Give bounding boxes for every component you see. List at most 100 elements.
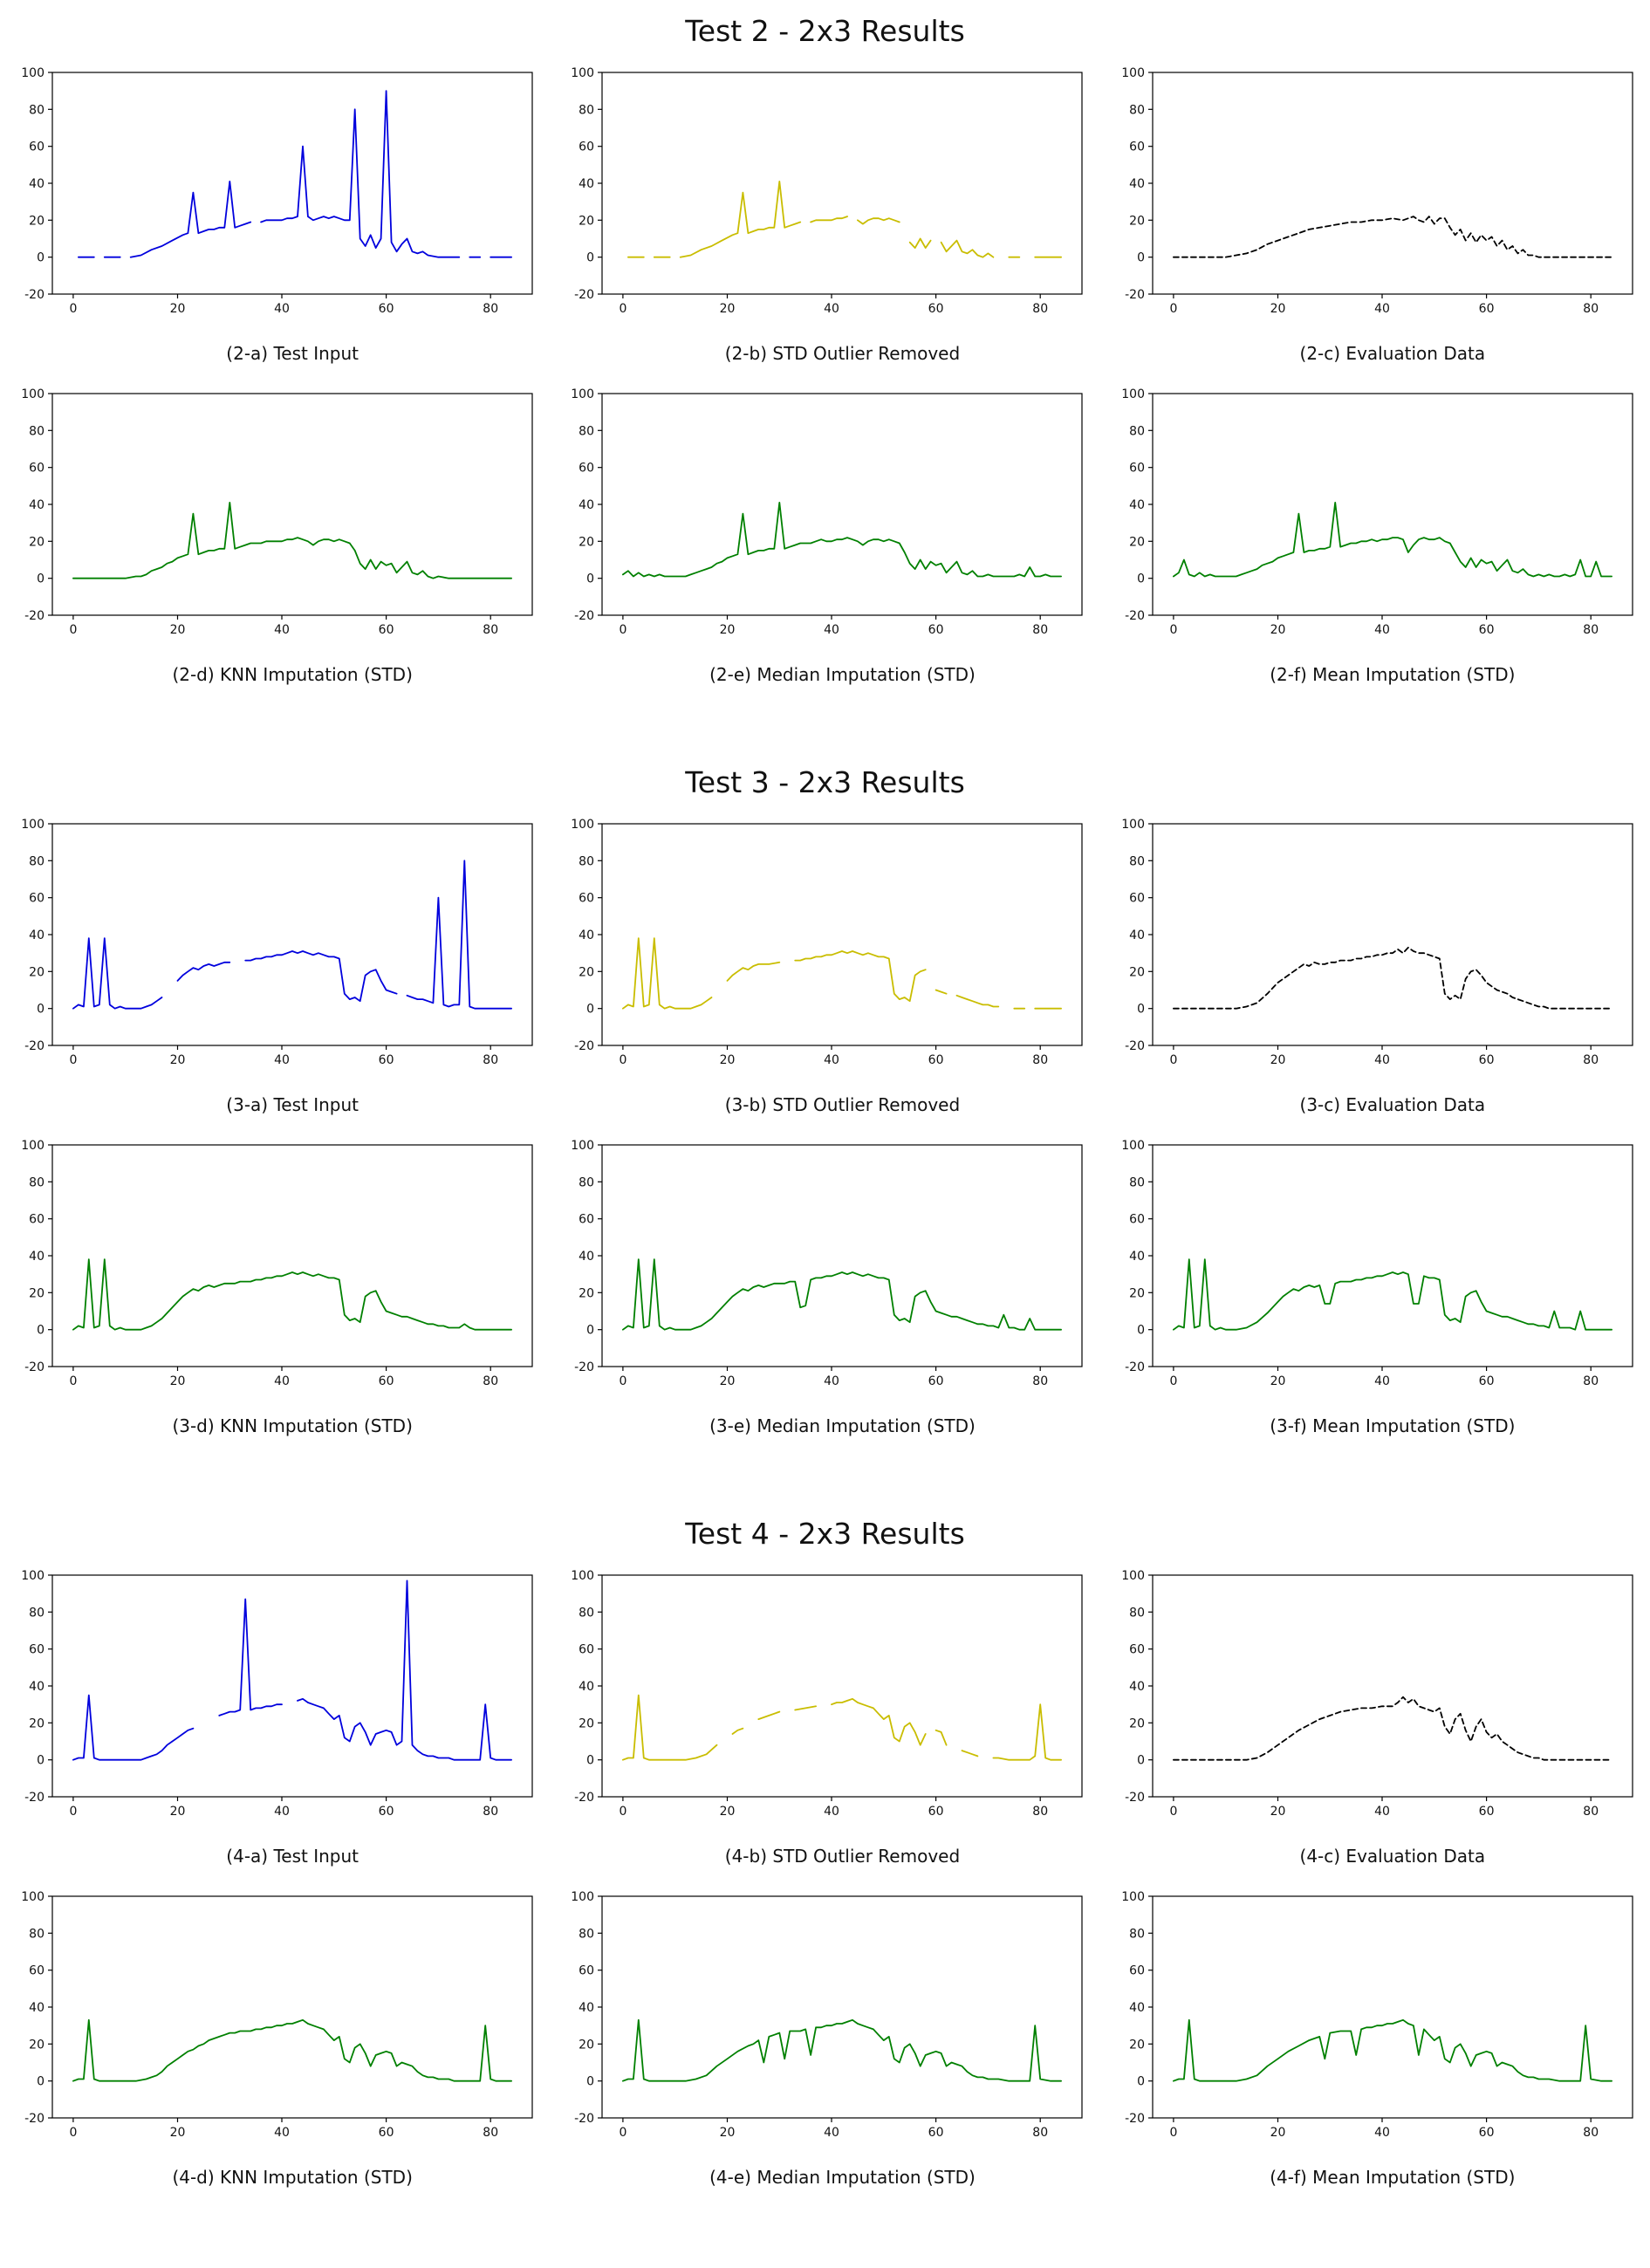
plot-frame <box>51 1144 533 1367</box>
y-tick-label: 80 <box>579 854 595 868</box>
subplot-grid-test-3: 0 20 40 60 80 -20 0 20 40 60 80 100 (3-a) Test Input… <box>0 817 1650 1440</box>
x-tick-label: 0 <box>1169 2126 1177 2140</box>
subplot: 0 20 40 60 80 -20 0 20 40 60 80 100 (4-c) Evaluation… <box>1100 1568 1650 1870</box>
y-tick-label: 0 <box>587 1324 595 1338</box>
subplot-axes: 0 20 40 60 80 -20 0 20 40 60 80 100 <box>572 818 1084 1067</box>
y-tick-label: -20 <box>575 1791 595 1805</box>
plot-line <box>1172 1696 1612 1761</box>
y-tick-label: 60 <box>1129 892 1145 906</box>
plot-line <box>218 1598 284 1716</box>
plot-line <box>935 1729 948 1746</box>
x-tick-label: 20 <box>170 1805 186 1819</box>
x-tick-label: 0 <box>70 2126 78 2140</box>
y-tick-label: 20 <box>29 2038 45 2052</box>
subplot-caption: (3-b) STD Outlier Removed <box>724 1094 961 1115</box>
plot-frame <box>51 1895 533 2119</box>
subplot-caption: (3-d) KNN Imputation (STD) <box>172 1415 413 1436</box>
subplot-axes: 0 20 40 60 80 -20 0 20 40 60 80 100 <box>1121 387 1633 637</box>
y-tick-label: 20 <box>1129 535 1145 549</box>
y-tick-label: -20 <box>575 2112 595 2126</box>
subplot: 0 20 40 60 80 -20 0 20 40 60 80 100 (3-b) STD Outlie… <box>550 817 1099 1119</box>
y-tick-label: 100 <box>1121 1890 1145 1904</box>
x-tick-label: 20 <box>1270 2126 1285 2140</box>
plot-line <box>941 239 995 258</box>
x-tick-label: 0 <box>70 623 78 637</box>
y-tick-label: -20 <box>575 1039 595 1053</box>
y-tick-label: -20 <box>1125 1039 1145 1053</box>
plot-line <box>260 90 461 258</box>
x-tick-label: 0 <box>70 1374 78 1388</box>
plot-line <box>622 1258 1063 1331</box>
y-tick-label: 20 <box>579 2038 595 2052</box>
plot-line <box>72 501 513 579</box>
y-tick-label: 60 <box>579 462 595 476</box>
x-tick-label: 80 <box>483 1053 498 1067</box>
x-tick-label: 0 <box>620 1805 627 1819</box>
plot-line <box>857 217 901 225</box>
y-tick-label: -20 <box>24 1791 45 1805</box>
subplot-caption: (3-a) Test Input <box>226 1094 359 1115</box>
subplot-caption: (3-f) Mean Imputation (STD) <box>1270 1415 1516 1436</box>
y-tick-label: 40 <box>579 928 595 942</box>
x-tick-label: 60 <box>1478 2126 1494 2140</box>
subplot-caption: (2-e) Median Imputation (STD) <box>709 664 976 685</box>
plot-line <box>1172 1258 1612 1331</box>
plot-frame <box>51 1574 533 1798</box>
plot-line <box>72 1258 513 1331</box>
y-tick-label: 100 <box>1121 387 1145 401</box>
x-tick-label: 60 <box>1478 302 1494 316</box>
y-tick-label: 80 <box>579 1175 595 1189</box>
test-4-results-group: Test 4 - 2x3 Results 0 20 40 60 80 -20 0 20 40 60… <box>0 1517 1650 2191</box>
y-tick-label: 20 <box>579 1286 595 1300</box>
x-tick-label: 60 <box>928 302 944 316</box>
y-tick-label: 20 <box>579 535 595 549</box>
subplot-caption: (4-d) KNN Imputation (STD) <box>172 2167 413 2188</box>
figure-page: Test 2 - 2x3 Results 0 20 40 60 80 -20 0 20 40 60… <box>0 14 1650 2191</box>
x-tick-label: 60 <box>1478 1805 1494 1819</box>
x-tick-label: 0 <box>1169 1374 1177 1388</box>
x-tick-label: 80 <box>1583 1374 1599 1388</box>
y-tick-label: 20 <box>29 1286 45 1300</box>
plot-line <box>1172 946 1612 1010</box>
y-tick-label: 60 <box>1129 1213 1145 1227</box>
subplot-axes: 0 20 40 60 80 -20 0 20 40 60 80 100 <box>572 1890 1084 2140</box>
x-tick-label: 0 <box>620 1053 627 1067</box>
x-tick-label: 40 <box>825 623 840 637</box>
y-tick-label: 0 <box>1137 572 1145 586</box>
plot-frame <box>1152 823 1633 1046</box>
x-tick-label: 80 <box>1033 1374 1049 1388</box>
x-tick-label: 60 <box>379 1374 394 1388</box>
y-tick-label: 60 <box>29 1643 45 1657</box>
y-tick-label: 60 <box>29 462 45 476</box>
y-tick-label: -20 <box>24 288 45 302</box>
x-tick-label: 60 <box>379 623 394 637</box>
y-tick-label: 20 <box>29 535 45 549</box>
plot-line <box>935 989 948 995</box>
y-tick-label: -20 <box>24 1039 45 1053</box>
subplot-axes: 0 20 40 60 80 -20 0 20 40 60 80 100 <box>21 1569 533 1819</box>
x-tick-label: 20 <box>170 1053 186 1067</box>
y-tick-label: 0 <box>587 2075 595 2089</box>
x-tick-label: 0 <box>70 1805 78 1819</box>
x-tick-label: 0 <box>620 2126 627 2140</box>
plot-frame <box>601 72 1084 295</box>
x-tick-label: 40 <box>274 1374 290 1388</box>
group-title-test-4: Test 4 - 2x3 Results <box>685 1517 965 1551</box>
y-tick-label: 100 <box>21 1139 45 1153</box>
y-tick-label: 100 <box>21 818 45 832</box>
x-tick-label: 60 <box>379 1053 394 1067</box>
y-tick-label: 20 <box>1129 214 1145 228</box>
x-tick-label: 80 <box>483 623 498 637</box>
y-tick-label: 60 <box>29 140 45 154</box>
y-tick-label: -20 <box>1125 288 1145 302</box>
plot-line <box>732 1727 744 1735</box>
plot-line <box>72 2018 513 2082</box>
x-tick-label: 40 <box>274 623 290 637</box>
subplot-axes: 0 20 40 60 80 -20 0 20 40 60 80 100 <box>21 1890 533 2140</box>
x-tick-label: 0 <box>70 1053 78 1067</box>
y-tick-label: -20 <box>575 609 595 623</box>
plot-line <box>1172 2018 1612 2082</box>
y-tick-label: 60 <box>579 1643 595 1657</box>
plot-frame <box>51 72 533 295</box>
subplot: 0 20 40 60 80 -20 0 20 40 60 80 100 (2-d) KNN Imputa… <box>0 387 550 689</box>
